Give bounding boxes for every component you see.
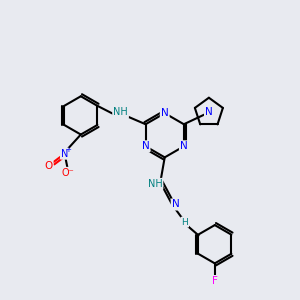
Text: O⁻: O⁻ <box>61 168 74 178</box>
Text: N: N <box>172 200 179 209</box>
Text: N: N <box>180 141 188 151</box>
Text: O: O <box>44 161 52 171</box>
Text: H: H <box>182 218 188 226</box>
Text: N: N <box>205 107 213 118</box>
Text: F: F <box>212 276 218 286</box>
Text: NH: NH <box>113 107 128 118</box>
Text: NH: NH <box>148 179 162 189</box>
Text: N: N <box>61 149 68 159</box>
Text: +: + <box>65 147 71 153</box>
Text: N: N <box>161 108 169 118</box>
Text: N: N <box>142 141 149 151</box>
